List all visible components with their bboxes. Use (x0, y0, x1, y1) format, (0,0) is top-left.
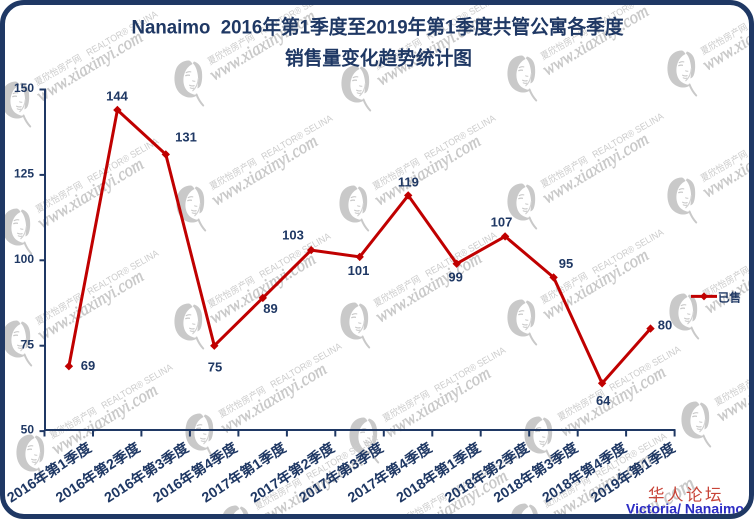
svg-text:101: 101 (348, 263, 370, 278)
svg-text:已售: 已售 (718, 290, 741, 304)
svg-text:131: 131 (175, 130, 197, 145)
svg-text:150: 150 (14, 81, 34, 95)
svg-text:2016年第3季度: 2016年第3季度 (101, 439, 192, 506)
svg-text:100: 100 (14, 252, 34, 266)
svg-text:144: 144 (106, 89, 128, 104)
svg-text:64: 64 (596, 393, 611, 408)
svg-text:Nanaimo 2016年第1季度至2019年第1季度共管: Nanaimo 2016年第1季度至2019年第1季度共管公寓各季度 (132, 16, 624, 39)
svg-text:75: 75 (21, 337, 35, 351)
svg-text:Victoria/ Nanaimo: Victoria/ Nanaimo (626, 501, 744, 517)
svg-text:销售量变化趋势统计图: 销售量变化趋势统计图 (285, 47, 472, 70)
svg-text:103: 103 (282, 228, 304, 243)
svg-text:107: 107 (491, 215, 513, 230)
svg-text:99: 99 (448, 270, 462, 285)
svg-text:69: 69 (81, 358, 95, 373)
svg-text:华人论坛: 华人论坛 (648, 486, 724, 505)
svg-text:50: 50 (21, 423, 35, 437)
svg-text:119: 119 (398, 175, 419, 190)
svg-text:89: 89 (263, 301, 277, 316)
svg-text:75: 75 (208, 360, 222, 375)
svg-text:95: 95 (559, 256, 573, 271)
svg-text:125: 125 (14, 167, 34, 181)
svg-text:80: 80 (658, 318, 672, 333)
